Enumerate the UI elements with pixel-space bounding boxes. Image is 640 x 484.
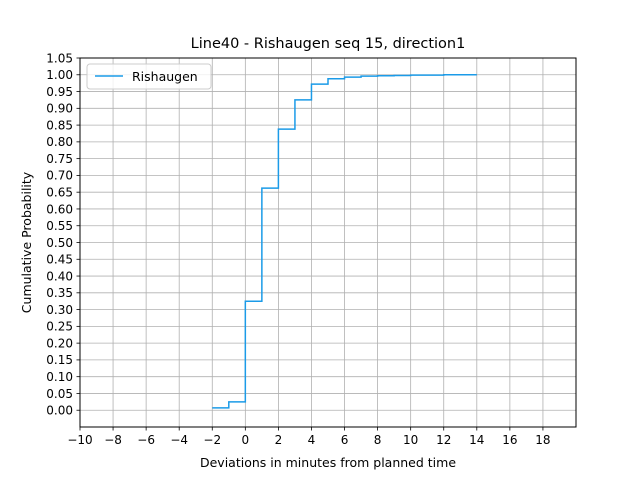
legend-label-rishaugen: Rishaugen: [132, 69, 198, 84]
x-tick-label: −10: [67, 433, 92, 447]
x-tick-label: 4: [308, 433, 316, 447]
y-tick-label: 0.65: [46, 185, 73, 199]
x-tick-label: 12: [436, 433, 451, 447]
x-tick-label: 16: [502, 433, 517, 447]
y-tick-label: 0.30: [46, 303, 73, 317]
y-tick-label: 0.00: [46, 404, 73, 418]
legend: Rishaugen: [86, 63, 212, 90]
y-tick-label: 0.80: [46, 135, 73, 149]
grid-lines: [79, 57, 576, 427]
y-tick-label: 0.70: [46, 169, 73, 183]
x-tick-label: 14: [469, 433, 484, 447]
y-tick-label: 0.85: [46, 118, 73, 132]
y-tick-label: 0.35: [46, 286, 73, 300]
y-tick-label: 0.20: [46, 336, 73, 350]
x-tick-label: −2: [203, 433, 221, 447]
y-tick-label: 0.55: [46, 219, 73, 233]
x-tick-label: 6: [341, 433, 349, 447]
y-tick-label: 0.25: [46, 320, 73, 334]
x-axis-label: Deviations in minutes from planned time: [200, 455, 456, 470]
x-tick-label: 18: [535, 433, 550, 447]
y-tick-label: 0.05: [46, 387, 73, 401]
y-tick-label: 0.40: [46, 269, 73, 283]
series-line-rishaugen: [212, 74, 477, 409]
y-axis-ticks: 0.00 0.05 0.10 0.15 0.20 0.25 0.30 0.35 0.40 0.45…: [46, 51, 80, 418]
y-tick-label: 0.60: [46, 202, 73, 216]
y-tick-label: 0.90: [46, 102, 73, 116]
y-axis-label: Cumulative Probability: [19, 171, 34, 313]
y-tick-label: 0.50: [46, 236, 73, 250]
y-tick-label: 0.45: [46, 253, 73, 267]
y-tick-label: 0.75: [46, 152, 73, 166]
legend-box: [86, 63, 212, 90]
y-tick-label: 0.15: [46, 353, 73, 367]
y-tick-label: 0.10: [46, 370, 73, 384]
x-tick-label: −8: [104, 433, 122, 447]
x-tick-label: 8: [374, 433, 382, 447]
x-tick-label: 2: [275, 433, 283, 447]
x-axis-ticks: −10 −8 −6 −4 −2 0 2 4 6 8 10 12 14 16 18: [67, 427, 551, 447]
x-tick-label: −6: [137, 433, 155, 447]
x-tick-label: −4: [170, 433, 188, 447]
y-tick-label: 0.95: [46, 85, 73, 99]
chart-title: Line40 - Rishaugen seq 15, direction1: [191, 36, 466, 52]
y-tick-label: 1.00: [46, 68, 73, 82]
y-tick-label: 1.05: [46, 51, 73, 65]
x-tick-label: 0: [242, 433, 250, 447]
series-layer: [212, 74, 477, 409]
x-tick-label: 10: [403, 433, 418, 447]
